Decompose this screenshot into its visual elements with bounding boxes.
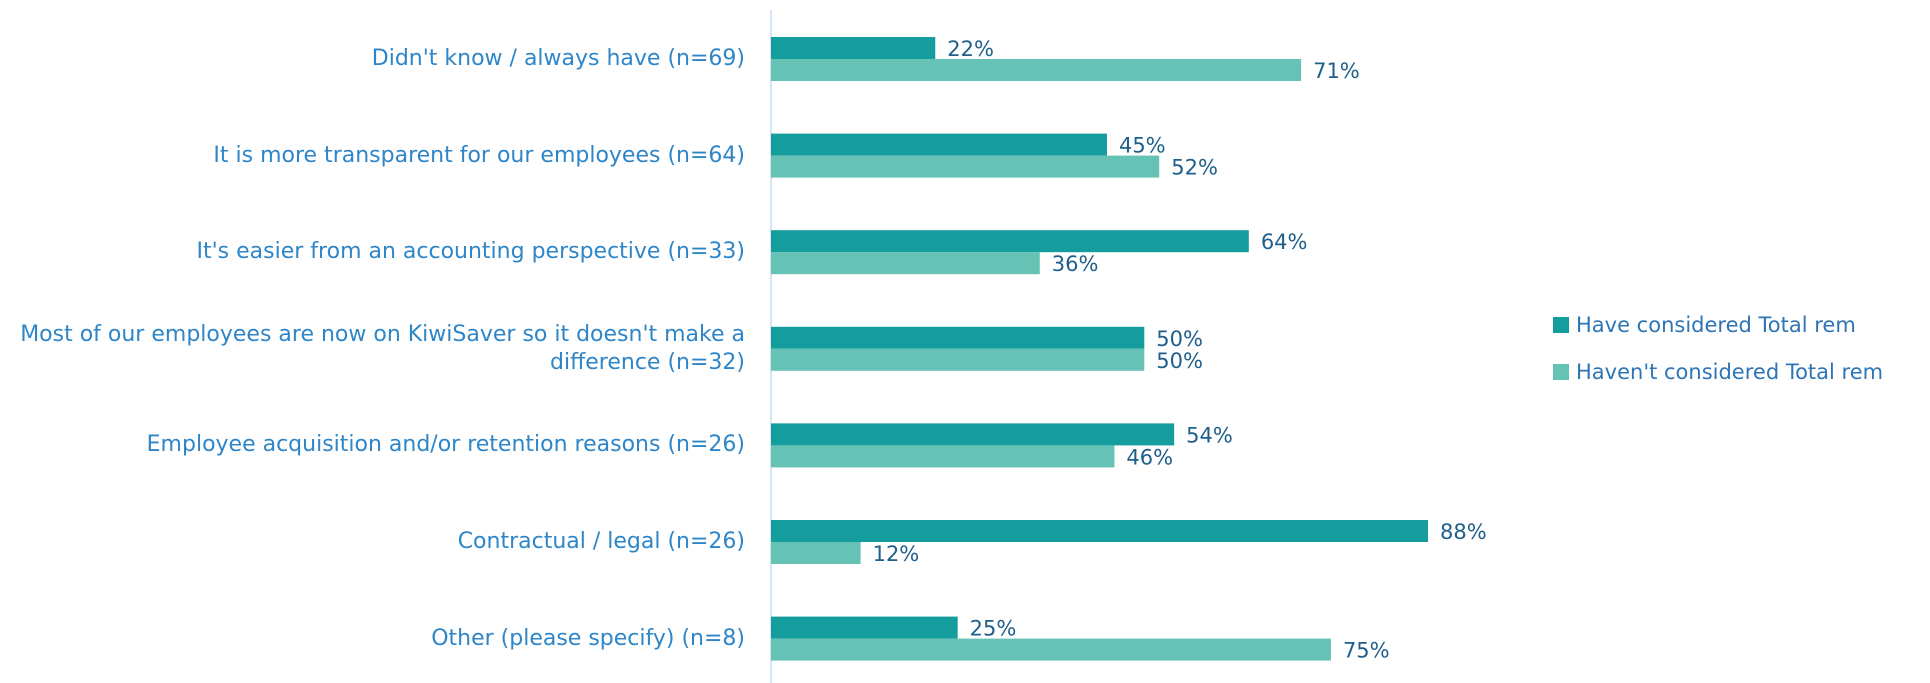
data-label: 88% (1440, 520, 1487, 544)
bar (771, 638, 1331, 661)
bar (771, 59, 1302, 81)
bar (771, 155, 1160, 178)
bar (771, 348, 1145, 371)
bar (771, 423, 1175, 446)
data-label: 12% (873, 542, 920, 566)
category-label: Didn't know / always have (n=69) (371, 46, 745, 71)
legend-swatch (1553, 317, 1569, 333)
category-label: Other (please specify) (n=8) (431, 625, 745, 651)
bar (771, 326, 1145, 349)
category-label: It is more transparent for our employees… (213, 142, 745, 168)
bar (771, 520, 1428, 542)
bar (771, 252, 1040, 275)
data-label: 54% (1186, 423, 1233, 447)
data-label: 50% (1156, 349, 1203, 373)
data-label: 25% (970, 617, 1017, 641)
category-label: It's easier from an accounting perspecti… (196, 239, 745, 265)
data-label: 22% (947, 37, 994, 61)
data-label: 46% (1126, 445, 1173, 469)
bar (771, 542, 861, 564)
data-label: 71% (1313, 59, 1360, 83)
data-label: 50% (1156, 327, 1203, 351)
data-label: 52% (1171, 156, 1218, 180)
legend-label: Haven't considered Total rem (1576, 360, 1883, 384)
bar (771, 445, 1115, 468)
data-label: 36% (1052, 252, 1099, 276)
bar (771, 616, 958, 639)
data-label: 45% (1119, 134, 1166, 158)
data-label: 75% (1343, 639, 1390, 663)
bar (771, 133, 1107, 156)
category-label: Employee acquisition and/or retention re… (146, 432, 745, 458)
legend-label: Have considered Total rem (1576, 313, 1856, 337)
bar (771, 230, 1249, 253)
category-label: Most of our employees are now on KiwiSav… (20, 321, 745, 375)
category-label: Contractual / legal (n=26) (457, 529, 745, 554)
legend-swatch (1553, 364, 1569, 380)
data-label: 64% (1261, 230, 1308, 254)
bar (771, 37, 936, 59)
